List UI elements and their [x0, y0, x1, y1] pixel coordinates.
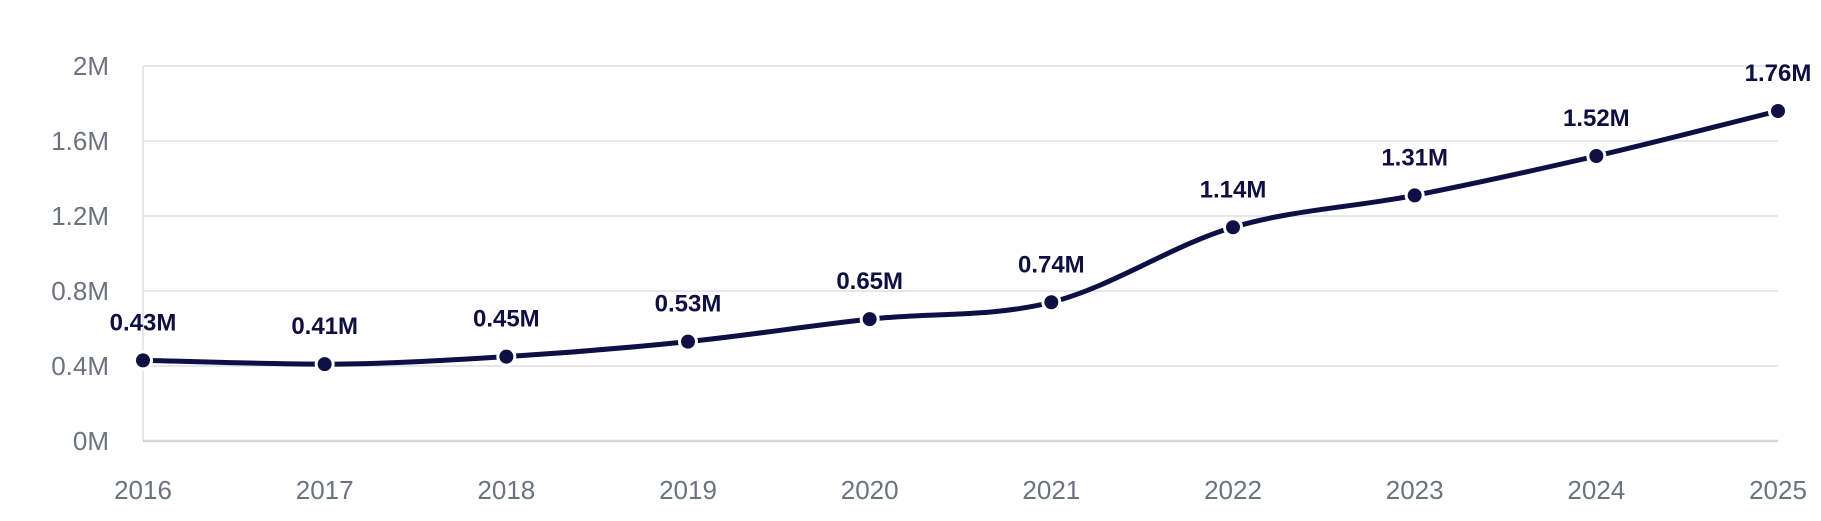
x-tick-label: 2023	[1386, 475, 1444, 505]
data-label-layer: 0.43M 0.41M 0.45M 0.53M 0.65M 0.74M 1.14M 1.31M…	[110, 60, 1812, 340]
y-tick-label: 1.6M	[51, 126, 109, 156]
data-label: 1.14M	[1200, 176, 1267, 203]
data-label: 0.65M	[836, 268, 903, 295]
data-label: 0.45M	[473, 306, 540, 333]
x-tick-label: 2021	[1022, 475, 1080, 505]
y-tick-label: 0M	[73, 426, 109, 456]
data-label: 0.43M	[110, 309, 177, 336]
data-point	[859, 309, 880, 330]
data-point	[1223, 217, 1243, 238]
x-tick-label: 2017	[296, 475, 354, 505]
x-tick-label: 2025	[1749, 475, 1807, 505]
axis-layer	[142, 66, 1778, 443]
data-point	[133, 350, 153, 371]
x-tick-label: 2020	[841, 475, 899, 505]
data-point	[1404, 185, 1425, 206]
y-axis-tick-labels: 0M 0.4M 0.8M 1.2M 1.6M 2M	[51, 51, 109, 456]
y-tick-label: 0.8M	[51, 276, 109, 306]
data-point	[496, 346, 517, 367]
x-tick-label: 2016	[114, 475, 172, 505]
data-point	[1768, 101, 1788, 121]
data-label: 1.76M	[1745, 60, 1812, 87]
data-label: 1.52M	[1563, 105, 1630, 132]
data-label: 0.74M	[1018, 251, 1085, 278]
x-axis-tick-labels: 2016 2017 2018 2019 2020 2021 2022 2023 2024 2025	[114, 475, 1807, 505]
y-tick-label: 0.4M	[51, 351, 109, 381]
series-line	[140, 108, 1781, 367]
data-point	[314, 354, 335, 375]
x-tick-label: 2019	[659, 475, 717, 505]
data-label: 0.41M	[291, 313, 358, 340]
data-label: 0.53M	[655, 291, 722, 318]
data-point	[1041, 292, 1062, 313]
data-point	[678, 331, 698, 352]
y-tick-label: 2M	[73, 51, 109, 81]
series-layer	[140, 108, 1781, 367]
data-point	[1586, 146, 1607, 166]
x-tick-label: 2022	[1204, 475, 1262, 505]
data-label: 1.31M	[1381, 144, 1448, 171]
x-tick-label: 2018	[477, 475, 535, 505]
y-tick-label: 1.2M	[51, 201, 109, 231]
x-tick-label: 2024	[1567, 475, 1625, 505]
grid-layer	[143, 65, 1778, 367]
point-layer	[133, 101, 1788, 375]
